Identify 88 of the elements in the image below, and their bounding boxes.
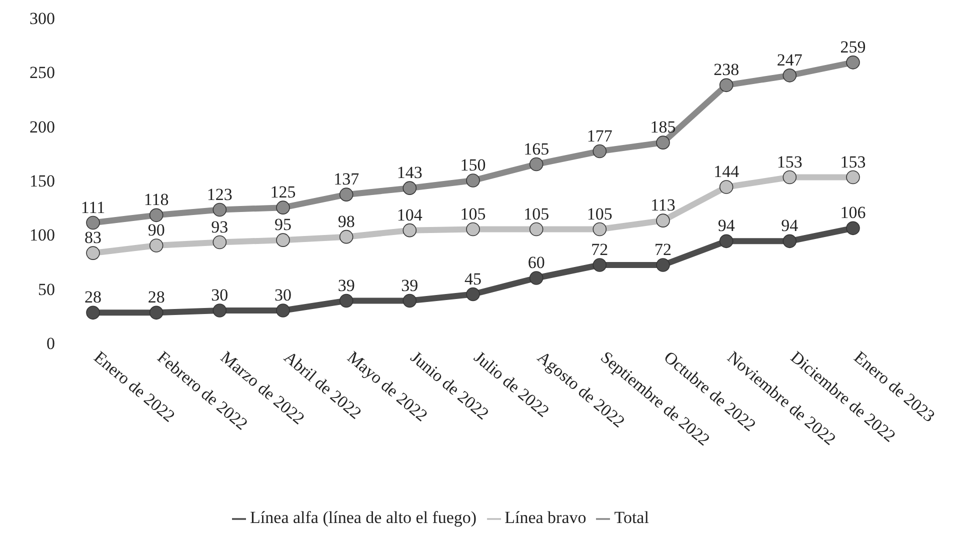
data-label: 165 bbox=[524, 139, 550, 158]
point bbox=[149, 208, 164, 222]
data-label: 123 bbox=[206, 184, 232, 204]
point bbox=[339, 294, 354, 308]
data-label: 247 bbox=[776, 50, 803, 70]
data-label: 94 bbox=[781, 216, 799, 236]
data-label: 72 bbox=[654, 240, 672, 259]
point bbox=[402, 181, 417, 195]
point bbox=[656, 214, 670, 228]
data-label: 238 bbox=[714, 60, 740, 80]
y-tick-label: 100 bbox=[30, 226, 55, 245]
data-label: 98 bbox=[338, 212, 355, 231]
point bbox=[656, 258, 670, 272]
y-tick-label: 50 bbox=[38, 280, 55, 299]
point bbox=[592, 258, 607, 272]
point bbox=[86, 306, 100, 320]
data-label: 94 bbox=[718, 216, 736, 236]
data-label: 113 bbox=[650, 196, 676, 215]
legend-label: Total bbox=[614, 508, 649, 527]
point bbox=[212, 304, 227, 318]
data-label: 111 bbox=[80, 198, 106, 217]
point bbox=[529, 157, 544, 172]
point bbox=[466, 287, 480, 302]
point bbox=[339, 230, 354, 244]
data-label: 143 bbox=[396, 163, 422, 182]
y-tick-label: 200 bbox=[30, 117, 55, 136]
y-tick-label: 0 bbox=[46, 334, 55, 354]
point bbox=[846, 170, 860, 184]
data-label: 125 bbox=[270, 182, 296, 202]
legend-label: Línea alfa (línea de alto el fuego) bbox=[250, 508, 477, 527]
point bbox=[466, 222, 480, 236]
point bbox=[592, 222, 607, 236]
data-label: 105 bbox=[460, 204, 486, 224]
data-label: 150 bbox=[460, 156, 486, 174]
point bbox=[719, 180, 734, 194]
data-label: 106 bbox=[840, 203, 866, 222]
point bbox=[719, 78, 734, 92]
data-label: 72 bbox=[591, 240, 608, 259]
point bbox=[719, 234, 734, 248]
point bbox=[529, 222, 544, 236]
data-label: 137 bbox=[334, 170, 360, 189]
data-label: 259 bbox=[840, 37, 866, 56]
data-label: 93 bbox=[211, 217, 228, 236]
data-label: 105 bbox=[586, 204, 612, 224]
data-label: 105 bbox=[524, 204, 550, 224]
data-label: 60 bbox=[528, 253, 545, 272]
data-label: 153 bbox=[840, 152, 866, 172]
point bbox=[212, 202, 227, 217]
data-label: 39 bbox=[338, 276, 355, 295]
point bbox=[149, 238, 164, 252]
point bbox=[212, 235, 227, 250]
point bbox=[149, 306, 164, 320]
data-label: 30 bbox=[274, 286, 292, 304]
y-tick-label: 250 bbox=[30, 63, 55, 82]
data-label: 39 bbox=[401, 276, 418, 295]
legend-label: Línea bravo bbox=[504, 508, 586, 527]
point bbox=[276, 304, 290, 318]
point bbox=[402, 294, 417, 308]
data-label: 144 bbox=[714, 162, 740, 181]
data-label: 30 bbox=[211, 286, 228, 304]
data-label: 28 bbox=[148, 288, 165, 307]
point bbox=[782, 68, 797, 82]
data-label: 28 bbox=[84, 288, 102, 307]
point bbox=[656, 136, 670, 150]
data-label: 45 bbox=[464, 269, 482, 288]
data-label: 83 bbox=[84, 228, 102, 248]
point bbox=[782, 234, 797, 248]
y-tick-label: 300 bbox=[30, 9, 55, 28]
point bbox=[86, 216, 100, 230]
point bbox=[466, 174, 480, 188]
point bbox=[846, 221, 860, 236]
point bbox=[782, 170, 797, 184]
point bbox=[86, 246, 100, 260]
data-label: 95 bbox=[274, 215, 292, 234]
data-label: 177 bbox=[586, 126, 613, 146]
point bbox=[846, 56, 860, 70]
data-label: 153 bbox=[776, 152, 802, 172]
data-label: 90 bbox=[148, 220, 165, 240]
point bbox=[339, 188, 354, 202]
data-label: 118 bbox=[144, 190, 169, 210]
y-tick-label: 150 bbox=[30, 172, 55, 191]
point bbox=[592, 144, 607, 158]
point bbox=[276, 200, 290, 214]
data-label: 104 bbox=[396, 205, 423, 224]
point bbox=[402, 223, 417, 238]
point bbox=[276, 233, 290, 247]
point bbox=[529, 271, 544, 285]
data-label: 185 bbox=[650, 118, 676, 137]
